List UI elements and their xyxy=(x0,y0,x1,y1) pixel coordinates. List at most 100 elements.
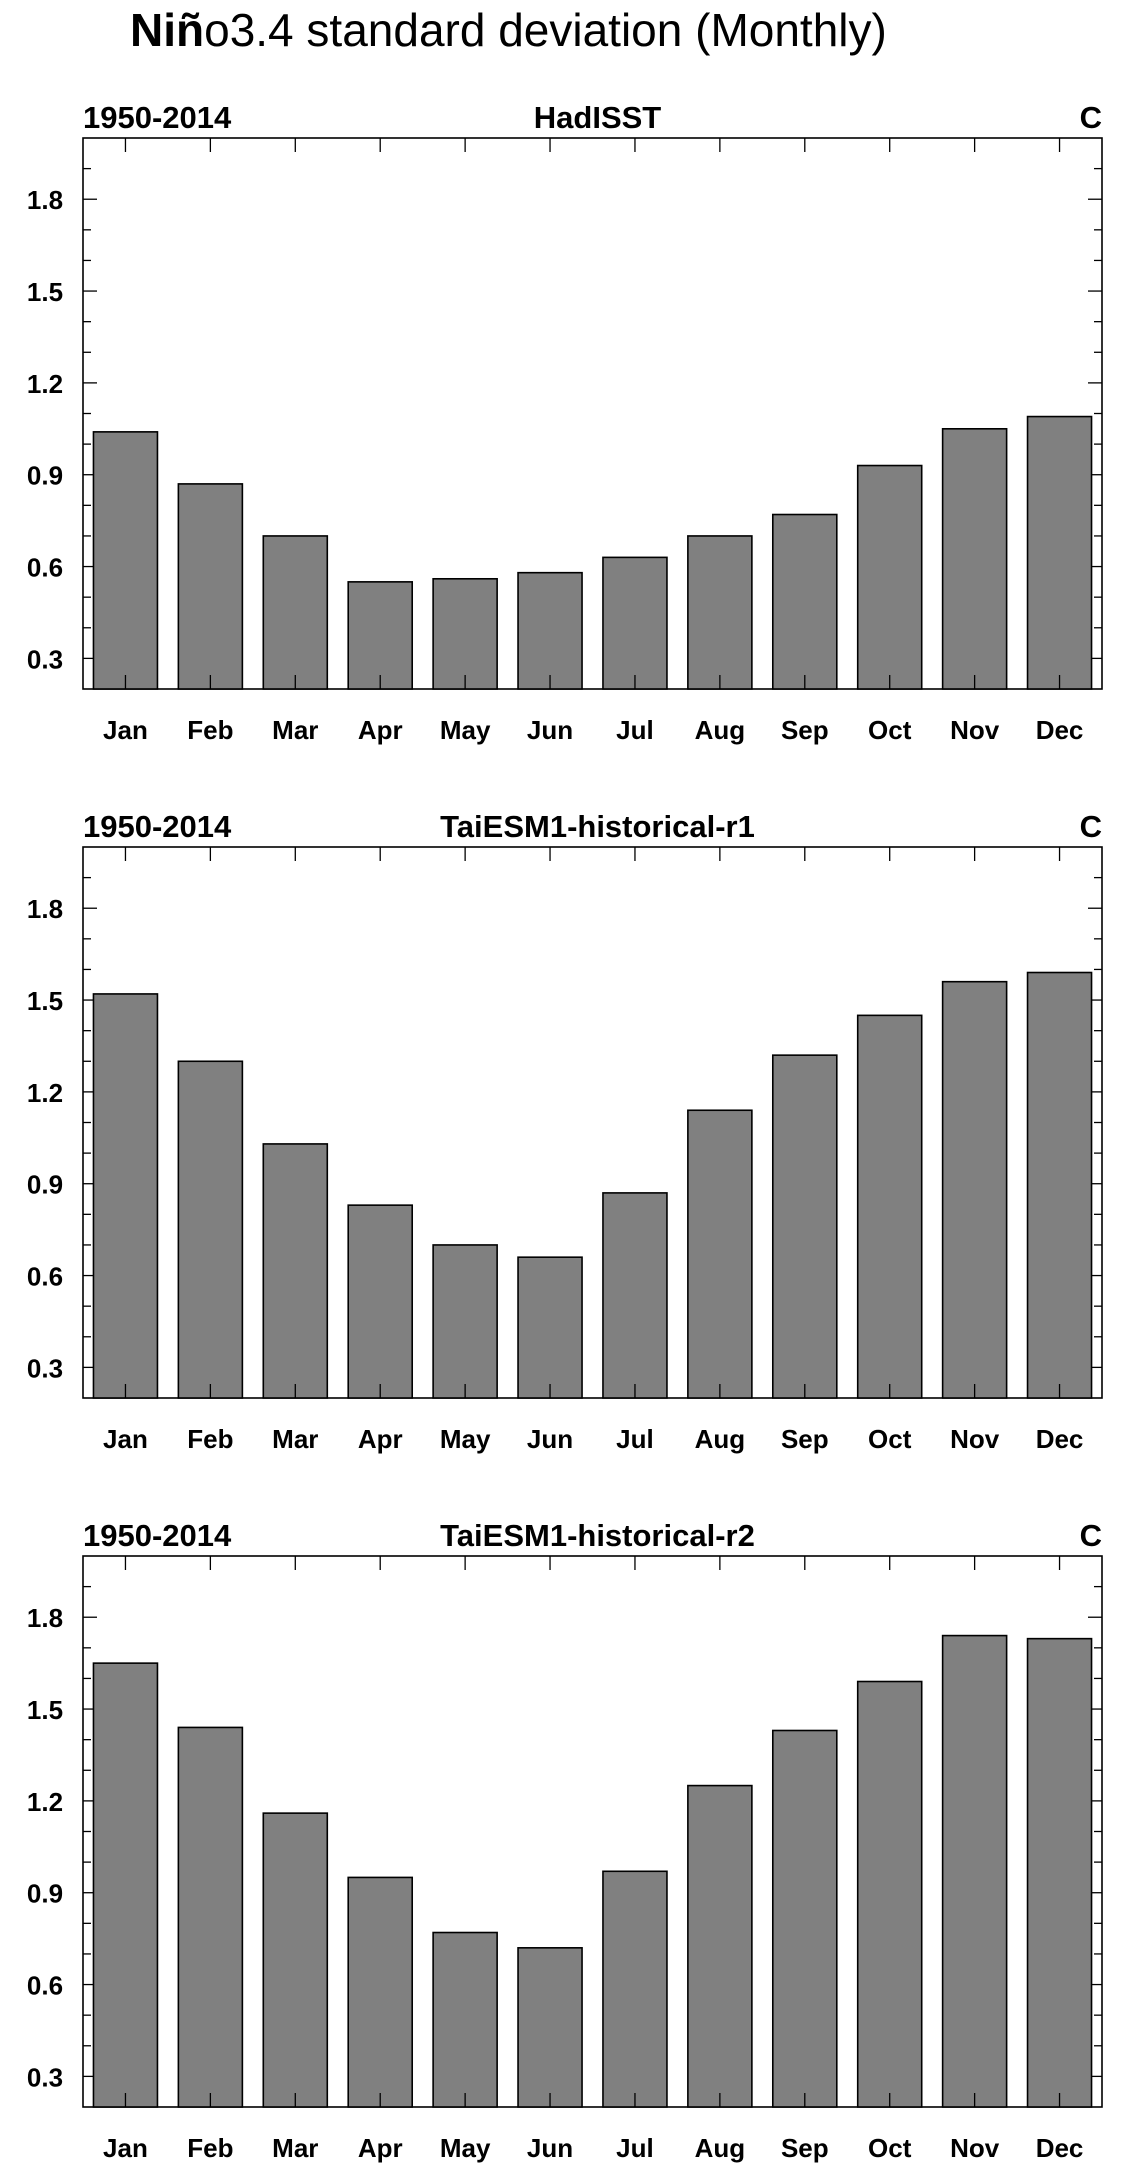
x-tick-label-jan: Jan xyxy=(103,715,148,745)
x-tick-label-dec: Dec xyxy=(1036,1424,1084,1454)
bar-dec xyxy=(1026,1637,1093,2108)
x-tick-label-sep: Sep xyxy=(781,1424,829,1454)
x-tick-label-nov: Nov xyxy=(950,2133,1000,2163)
x-tick-label-nov: Nov xyxy=(950,1424,1000,1454)
x-tick-label-oct: Oct xyxy=(868,1424,912,1454)
x-tick-label-may: May xyxy=(440,2133,491,2163)
panel-right-label: C xyxy=(1080,100,1102,135)
figure-panels: 1950-2014 HadISST C 0.3 0.6 0.9 1.2 1.5 1.8 Jan Fe… xyxy=(27,100,1103,2163)
bar-sep xyxy=(771,1054,838,1399)
x-tick-label-mar: Mar xyxy=(272,2133,318,2163)
x-tick-label-jun: Jun xyxy=(527,2133,573,2163)
chart-panel-2: 1950-2014 TaiESM1-historical-r1 C 0.3 0.6 0.9… xyxy=(27,809,1103,1454)
y-tick-label: 0.3 xyxy=(27,2062,63,2092)
x-tick-label-apr: Apr xyxy=(358,1424,403,1454)
bar-nov xyxy=(941,428,1008,690)
bar-jan xyxy=(92,993,159,1399)
bar-jul xyxy=(602,556,668,690)
y-tick-label: 0.6 xyxy=(27,1971,63,2001)
panel-right-label: C xyxy=(1080,1518,1102,1553)
y-tick-label: 1.2 xyxy=(27,1078,63,1108)
bar-jun xyxy=(517,1256,583,1399)
x-tick-label-feb: Feb xyxy=(187,2133,233,2163)
x-tick-label-oct: Oct xyxy=(868,715,912,745)
bar-may xyxy=(432,1931,498,2108)
figure-title: Niño3.4 standard deviation (Monthly) xyxy=(130,4,887,56)
bar-jan xyxy=(92,431,159,690)
y-tick-label: 0.9 xyxy=(27,1170,63,1200)
chart-panel-3: 1950-2014 TaiESM1-historical-r2 C 0.3 0.6 0.9… xyxy=(27,1518,1103,2163)
bar-sep xyxy=(771,1729,838,2108)
bar-sep xyxy=(771,513,838,690)
bar-oct xyxy=(856,464,923,690)
y-tick-label: 1.5 xyxy=(27,277,63,307)
svg-text:Niño3.4 standard deviation (Mo: Niño3.4 standard deviation (Monthly) xyxy=(130,4,887,56)
x-tick-label-jun: Jun xyxy=(527,715,573,745)
x-tick-label-aug: Aug xyxy=(695,715,746,745)
bar-aug xyxy=(687,1784,753,2108)
x-tick-label-apr: Apr xyxy=(358,715,403,745)
bar-aug xyxy=(687,535,753,690)
panel-left-label: 1950-2014 xyxy=(83,100,232,135)
y-tick-label: 0.6 xyxy=(27,553,63,583)
bar-may xyxy=(432,577,498,690)
y-tick-label: 0.3 xyxy=(27,1353,63,1383)
panel-right-label: C xyxy=(1080,809,1102,844)
chart-panel-1: 1950-2014 HadISST C 0.3 0.6 0.9 1.2 1.5 1.8 Jan Fe… xyxy=(27,100,1103,745)
y-tick-label: 0.3 xyxy=(27,644,63,674)
x-tick-label-jul: Jul xyxy=(616,2133,654,2163)
x-tick-label-apr: Apr xyxy=(358,2133,403,2163)
bar-feb xyxy=(177,1060,244,1399)
x-tick-label-sep: Sep xyxy=(781,2133,829,2163)
x-tick-label-aug: Aug xyxy=(695,1424,746,1454)
x-tick-label-sep: Sep xyxy=(781,715,829,745)
bar-oct xyxy=(856,1680,923,2108)
x-tick-label-mar: Mar xyxy=(272,715,318,745)
x-tick-label-may: May xyxy=(440,1424,491,1454)
panel-left-label: 1950-2014 xyxy=(83,809,232,844)
y-tick-label: 1.2 xyxy=(27,1787,63,1817)
bar-apr xyxy=(347,1204,414,1399)
x-tick-label-may: May xyxy=(440,715,491,745)
x-tick-label-jul: Jul xyxy=(616,715,654,745)
bar-aug xyxy=(687,1109,753,1399)
bar-may xyxy=(432,1244,498,1399)
y-tick-label: 1.8 xyxy=(27,1603,63,1633)
x-tick-label-jun: Jun xyxy=(527,1424,573,1454)
bar-jun xyxy=(517,1947,583,2108)
panel-title: TaiESM1-historical-r2 xyxy=(440,1518,755,1553)
bar-jul xyxy=(602,1870,668,2108)
y-tick-label: 1.5 xyxy=(27,1695,63,1725)
bar-apr xyxy=(347,1876,414,2108)
bar-jul xyxy=(602,1192,668,1399)
bar-mar xyxy=(262,1812,329,2108)
x-tick-label-mar: Mar xyxy=(272,1424,318,1454)
bar-oct xyxy=(856,1014,923,1399)
y-tick-label: 1.2 xyxy=(27,369,63,399)
figure-title-bold: Niñ xyxy=(130,4,204,56)
bar-mar xyxy=(262,1143,329,1399)
bar-feb xyxy=(177,1726,244,2108)
y-tick-label: 0.9 xyxy=(27,1879,63,1909)
panel-title: TaiESM1-historical-r1 xyxy=(440,809,755,844)
panel-left-label: 1950-2014 xyxy=(83,1518,232,1553)
bar-dec xyxy=(1026,971,1093,1399)
x-tick-label-jan: Jan xyxy=(103,1424,148,1454)
bar-jun xyxy=(517,571,583,690)
y-tick-label: 1.8 xyxy=(27,894,63,924)
figure-title-rest: o3.4 standard deviation (Monthly) xyxy=(204,4,887,56)
y-tick-label: 0.6 xyxy=(27,1262,63,1292)
y-tick-label: 1.5 xyxy=(27,986,63,1016)
x-tick-label-oct: Oct xyxy=(868,2133,912,2163)
y-tick-label: 1.8 xyxy=(27,185,63,215)
x-tick-label-dec: Dec xyxy=(1036,715,1084,745)
x-tick-label-jul: Jul xyxy=(616,1424,654,1454)
bar-nov xyxy=(941,980,1008,1399)
x-tick-label-nov: Nov xyxy=(950,715,1000,745)
panel-title: HadISST xyxy=(534,100,662,135)
x-tick-label-feb: Feb xyxy=(187,1424,233,1454)
bar-dec xyxy=(1026,415,1093,690)
x-tick-label-jan: Jan xyxy=(103,2133,148,2163)
bar-mar xyxy=(262,535,329,690)
y-tick-label: 0.9 xyxy=(27,461,63,491)
